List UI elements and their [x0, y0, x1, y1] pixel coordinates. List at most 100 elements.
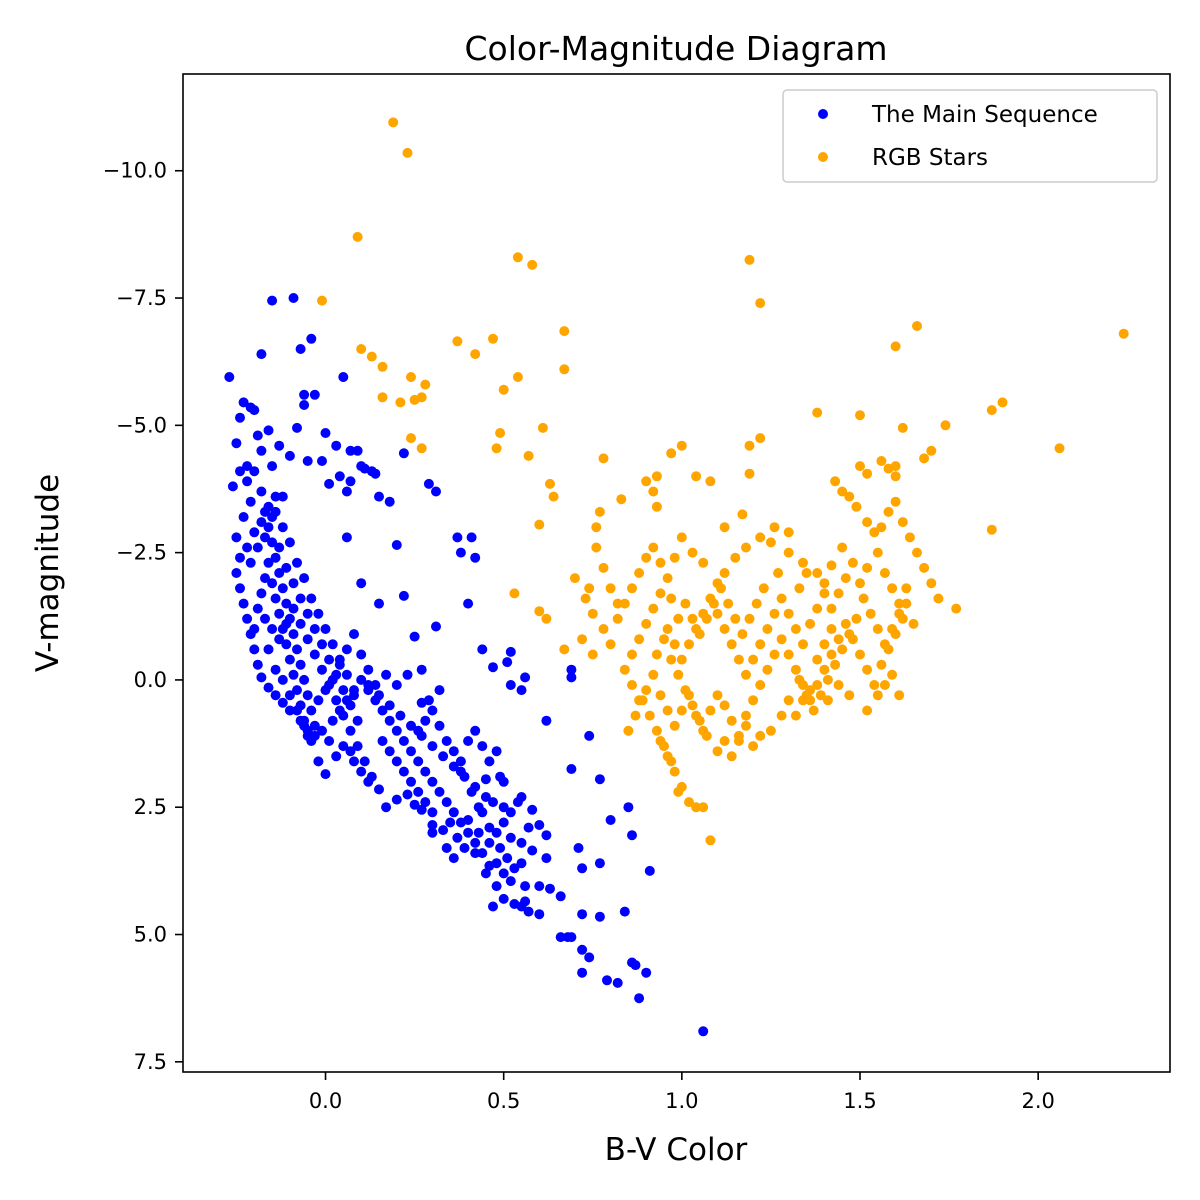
data-point-s1-46: [883, 463, 894, 474]
data-point-s1-232: [584, 583, 595, 594]
data-point-s1-186: [669, 766, 680, 777]
data-point-s0-7: [235, 466, 245, 477]
data-point-s0-292: [349, 629, 359, 640]
data-point-s0-222: [284, 537, 295, 548]
data-point-s1-80: [545, 478, 555, 489]
data-point-s0-59: [505, 646, 516, 657]
data-point-s0-126: [391, 794, 402, 805]
data-point-s0-216: [242, 542, 253, 553]
data-point-s0-269: [295, 618, 306, 629]
data-point-s0-121: [438, 825, 449, 836]
data-point-s0-319: [466, 786, 477, 797]
data-point-s0-236: [263, 557, 274, 568]
data-point-s1-104: [769, 522, 780, 533]
data-point-s0-267: [281, 618, 292, 629]
data-point-s0-26: [284, 450, 295, 461]
data-point-s0-208: [438, 751, 449, 762]
data-point-s1-40: [1054, 443, 1065, 454]
data-point-s0-287: [313, 695, 324, 706]
data-point-s1-140: [762, 664, 773, 675]
data-point-s1-96: [765, 537, 776, 548]
data-point-s1-210: [790, 710, 801, 721]
data-point-s1-276: [744, 613, 755, 624]
data-point-s0-13: [274, 440, 285, 451]
data-point-s1-72: [594, 506, 605, 517]
data-point-s1-191: [705, 835, 716, 846]
data-point-s1-287: [666, 593, 677, 604]
data-point-s1-155: [869, 680, 880, 690]
data-point-s1-78: [587, 608, 598, 619]
data-point-s0-18: [256, 349, 267, 360]
data-point-s0-95: [527, 804, 538, 815]
data-point-s0-192: [441, 797, 452, 808]
data-point-s0-262: [345, 700, 356, 711]
data-point-s1-10: [452, 336, 463, 347]
data-point-s0-135: [320, 769, 331, 780]
data-point-s1-29: [523, 450, 534, 461]
data-point-s1-237: [612, 613, 623, 624]
data-point-s0-158: [249, 466, 260, 477]
data-point-s0-263: [352, 715, 363, 726]
data-point-s1-142: [776, 634, 787, 645]
data-point-s1-245: [669, 639, 680, 650]
data-point-s0-38: [334, 471, 345, 482]
data-point-s0-153: [235, 552, 245, 563]
data-point-s0-220: [270, 491, 281, 502]
data-point-s1-180: [680, 685, 691, 696]
data-point-s0-174: [309, 720, 320, 731]
data-point-s0-27: [302, 456, 313, 466]
data-point-s1-125: [655, 690, 666, 701]
data-point-s1-114: [662, 573, 673, 584]
data-point-s1-58: [904, 532, 915, 543]
data-point-s0-232: [249, 624, 260, 634]
data-point-s1-255: [741, 669, 751, 680]
data-point-s1-194: [659, 741, 669, 752]
data-point-s0-116: [505, 876, 516, 887]
data-point-s1-1: [402, 147, 413, 158]
data-point-s0-227: [320, 624, 331, 634]
data-point-s0-332: [484, 822, 495, 833]
data-point-s0-77: [619, 906, 630, 917]
data-point-s0-187: [406, 746, 416, 757]
data-point-s0-53: [455, 547, 466, 558]
data-point-s1-12: [356, 344, 367, 354]
data-point-s0-233: [252, 603, 263, 614]
data-point-s1-81: [548, 491, 559, 502]
data-point-s0-254: [288, 578, 299, 589]
data-point-s1-193: [666, 756, 677, 767]
data-point-s0-29: [320, 428, 331, 438]
x-tick-label-1: 0.5: [487, 1089, 520, 1113]
data-point-s1-82: [534, 519, 545, 530]
data-point-s1-197: [637, 695, 648, 706]
legend-label-rgb-stars: RGB Stars: [872, 145, 988, 171]
data-point-s1-65: [676, 440, 687, 451]
legend-marker-rgb-stars: [818, 152, 828, 162]
data-point-s1-280: [716, 583, 726, 594]
data-point-s1-235: [598, 624, 609, 634]
data-point-s1-28: [491, 443, 502, 454]
legend-marker-main-sequence: [818, 109, 828, 119]
data-point-s1-133: [712, 690, 723, 701]
data-point-s0-32: [352, 445, 363, 456]
data-point-s0-52: [452, 532, 463, 543]
data-point-s1-15: [406, 372, 416, 382]
data-point-s0-324: [416, 664, 427, 675]
data-point-s1-213: [812, 654, 823, 665]
data-point-s1-137: [741, 710, 751, 721]
data-point-s0-312: [470, 725, 481, 736]
data-point-s1-226: [887, 669, 898, 680]
data-point-s0-145: [256, 672, 267, 683]
data-point-s1-128: [676, 705, 687, 716]
data-point-s0-193: [448, 807, 459, 818]
data-point-s0-31: [345, 445, 356, 456]
data-point-s0-155: [238, 512, 249, 522]
data-point-s1-229: [844, 690, 855, 701]
data-point-s0-3: [238, 397, 249, 408]
data-point-s1-256: [748, 654, 759, 665]
data-point-s1-262: [790, 624, 801, 634]
data-point-s1-94: [705, 476, 716, 487]
data-point-s1-37: [926, 445, 937, 456]
data-point-s1-282: [701, 613, 712, 624]
data-point-s1-167: [851, 613, 862, 624]
data-point-s1-9: [488, 333, 498, 344]
